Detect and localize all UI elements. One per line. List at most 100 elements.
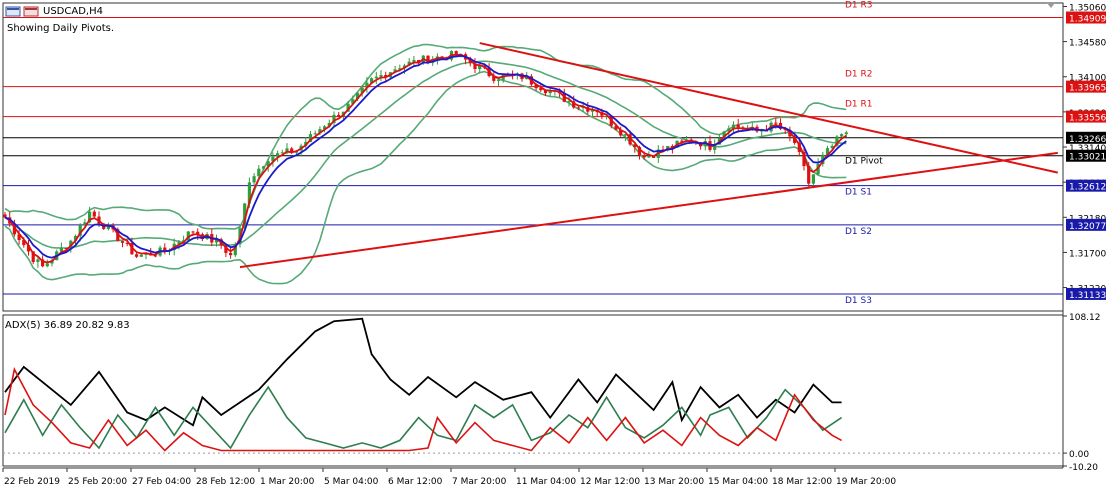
pivot-note: Showing Daily Pivots. [7, 23, 115, 34]
price-tag-label: 1.33021 [1069, 153, 1106, 163]
candle-body [614, 125, 618, 130]
trendlines[interactable] [239, 42, 1059, 269]
price-tag [1066, 179, 1106, 192]
candle-body [731, 124, 736, 129]
candle-body [327, 122, 331, 127]
candle-body [135, 254, 139, 257]
adx-tick-label: 0.00 [1069, 450, 1089, 460]
pivot-label: D1 R1 [845, 100, 873, 110]
candle-body [496, 79, 501, 81]
candle-body [426, 55, 430, 63]
candle-body [736, 124, 740, 128]
trendline [479, 42, 1059, 174]
adx-title: ADX(5) 36.89 20.82 9.83 [5, 320, 130, 331]
candle-body [191, 231, 195, 233]
candle-body [351, 99, 355, 104]
candle-body [224, 245, 228, 253]
time-tick-label: 12 Mar 12:00 [580, 477, 640, 487]
candle-body [83, 222, 87, 225]
price-tick-label: 1.34100 [1069, 74, 1106, 84]
candle-body [271, 156, 275, 162]
candle-body [196, 231, 200, 235]
scroll-marker-icon[interactable] [1047, 3, 1055, 8]
candle-body [647, 156, 651, 158]
candle-body [417, 60, 421, 63]
candle-body [365, 82, 369, 88]
price-tags: 1.34909 1.33965 1.33556 1.33021 1.32612 1.320… [1066, 11, 1106, 301]
price-tag-label: 1.33556 [1069, 114, 1106, 124]
pivot-label: D1 S1 [845, 188, 872, 198]
time-tick-label: 19 Mar 20:00 [836, 477, 896, 487]
candle-body [398, 68, 402, 70]
candle-body [844, 132, 848, 135]
price-tag [1066, 11, 1106, 24]
minus-di-line [4, 367, 842, 452]
candle-body [412, 60, 416, 62]
candle-body [332, 114, 336, 123]
candle-body [26, 245, 31, 252]
adx-line [4, 317, 842, 427]
candle-body [106, 225, 110, 229]
candle-body [36, 259, 40, 262]
candle-body [229, 252, 233, 256]
candle-body [125, 242, 129, 244]
candle-body [830, 145, 834, 149]
candle-body [257, 168, 261, 177]
candle-body [680, 140, 684, 142]
price-tag-label: 1.34909 [1069, 15, 1106, 25]
candle-body [290, 148, 294, 153]
candle-body [473, 63, 477, 70]
candle-body [623, 134, 627, 136]
candle-body [393, 69, 397, 73]
candle-body [811, 174, 815, 184]
candle-body [605, 115, 609, 117]
pivot-label: D1 S3 [845, 296, 872, 306]
price-tag [1066, 80, 1106, 93]
pivot-label: D1 S2 [845, 227, 872, 237]
candle-body [252, 176, 256, 183]
candle-body [247, 182, 251, 204]
candle-body [713, 144, 717, 150]
candle-body [727, 128, 731, 132]
candle-body [285, 148, 289, 153]
candle-body [355, 92, 360, 100]
candle-body [572, 101, 576, 108]
candle-body [22, 240, 26, 246]
time-tick-label: 15 Mar 04:00 [708, 477, 768, 487]
candle-body [379, 75, 383, 77]
candle-body [619, 129, 623, 136]
current-price-label: 1.33266 [1069, 135, 1106, 145]
candle-body [797, 142, 801, 152]
adx-tick-label: 108.12 [1069, 313, 1101, 323]
slow-ma-line [4, 54, 847, 259]
candle-body [163, 247, 167, 252]
candle-body [492, 76, 496, 81]
candle-body [12, 223, 16, 235]
candle-body [308, 134, 313, 142]
symbol-label: USDCAD,H4 [43, 6, 103, 17]
candle-body [92, 211, 96, 217]
candle-body [590, 110, 595, 112]
moving-averages [4, 53, 847, 264]
price-tick-label: 1.33140 [1069, 144, 1106, 154]
candle-body [637, 147, 642, 156]
candle-body [642, 155, 646, 158]
candle-body [266, 161, 270, 167]
candle-body [346, 103, 350, 112]
candle-body [120, 241, 125, 243]
bollinger-lower [4, 70, 847, 285]
candle-body [280, 152, 284, 154]
price-tick-label: 1.31700 [1069, 249, 1106, 259]
bollinger-upper [4, 43, 847, 230]
symbol-header: USDCAD,H4 [5, 6, 103, 17]
time-tick-label: 13 Mar 20:00 [644, 477, 704, 487]
price-tick-label: 1.34580 [1069, 39, 1106, 49]
time-tick-label: 6 Mar 12:00 [388, 477, 443, 487]
time-tick-label: 5 Mar 04:00 [324, 477, 379, 487]
price-tag [1066, 218, 1106, 231]
candle-body [31, 251, 35, 262]
candle-body [214, 239, 219, 243]
candle-body [177, 242, 181, 244]
